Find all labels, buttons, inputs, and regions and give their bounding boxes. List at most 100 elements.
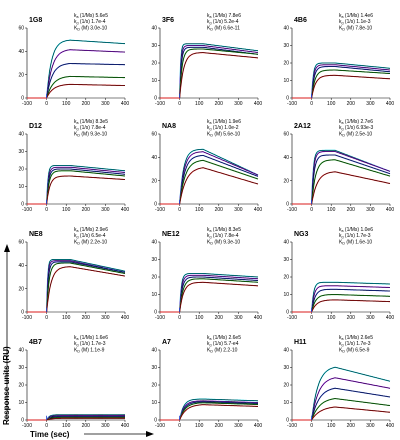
x-tick-label: 300 (366, 101, 375, 107)
kinetic-unit-value: (M) 6.5e-9 (345, 347, 370, 353)
kinetic-subscript: d (342, 127, 344, 131)
kinetic-unit-value: (M) 2.5e-10 (345, 131, 372, 137)
fit-line (311, 69, 390, 99)
kinetic-kd: kd (1/s) 1.0e-2 (207, 125, 239, 131)
y-tick-label: 0 (21, 202, 24, 208)
kinetic-symbol: k (74, 19, 77, 25)
fit-line (179, 278, 259, 313)
kinetic-subscript: a (77, 337, 79, 341)
kinetic-subscript: a (77, 15, 79, 19)
kinetic-unit-value: (1/Ms) 2.9e6 (79, 227, 109, 233)
kinetic-unit-value: (1/Ms) 2.6e5 (212, 335, 242, 341)
y-tick-label: 10 (18, 400, 24, 406)
series-line (160, 52, 259, 99)
x-tick-label: 400 (121, 423, 130, 429)
y-tick-label: 0 (21, 418, 24, 424)
y-tick-label: 60 (283, 132, 289, 138)
panel-title: 1G8 (29, 17, 42, 24)
fit-line (46, 259, 126, 313)
series-line (27, 49, 126, 99)
series-line (160, 278, 259, 313)
series-line (27, 39, 125, 99)
kinetic-symbol: k (74, 119, 77, 125)
fit-line (46, 39, 125, 99)
x-tick-label: 100 (195, 315, 204, 321)
fit-line (46, 261, 126, 313)
fit-line (311, 294, 390, 313)
x-tick-label: 300 (366, 315, 375, 321)
fit-line (311, 282, 390, 313)
fit-line (311, 398, 391, 421)
fit-line (46, 175, 125, 205)
y-tick-label: 10 (283, 78, 289, 84)
x-tick-label: 300 (234, 101, 243, 107)
x-tick-label: 300 (101, 101, 110, 107)
fit-line (46, 266, 126, 313)
x-tick-label: 0 (178, 423, 181, 429)
kinetic-kd: kd (1/s) 7.8e-4 (74, 125, 106, 131)
series-line (27, 175, 125, 205)
kinetic-ka: ka (1/Ms) 2.9e6 (74, 227, 108, 233)
kinetic-kd: kd (1/s) 5.2e-4 (207, 19, 239, 25)
kinetic-kd: kd (1/s) 7.8e-4 (207, 233, 239, 239)
kinetic-unit-value: (1/s) 6.93e-3 (344, 125, 374, 131)
x-tick-label: 0 (45, 101, 48, 107)
kinetic-kd: kd (1/s) 6.93e-3 (339, 125, 373, 131)
y-tick-label: 0 (21, 96, 24, 102)
y-tick-label: 10 (151, 292, 157, 298)
y-tick-label: 40 (283, 240, 289, 246)
kinetic-subscript: D (77, 242, 80, 246)
series-line (160, 167, 259, 205)
x-tick-label: -100 (22, 101, 32, 107)
y-tick-label: 10 (283, 292, 289, 298)
x-tick-label: 100 (327, 101, 336, 107)
y-tick-label: 40 (18, 263, 24, 269)
y-tick-label: 30 (151, 257, 157, 263)
y-tick-label: 0 (286, 310, 289, 316)
x-tick-label: 400 (386, 101, 395, 107)
series-line (27, 83, 125, 99)
kinetic-symbol: k (207, 125, 210, 131)
kinetic-subscript: D (342, 350, 345, 354)
y-tick-label: 10 (151, 400, 157, 406)
y-tick-label: 30 (18, 365, 24, 371)
fit-line (179, 155, 259, 205)
y-tick-label: 20 (18, 72, 24, 78)
fit-line (46, 84, 125, 99)
kinetic-subscript: d (77, 127, 79, 131)
x-tick-label: 200 (82, 101, 91, 107)
fit-line (179, 48, 259, 99)
fit-line (46, 167, 126, 205)
kinetic-subscript: d (342, 21, 344, 25)
kinetic-unit-value: (1/Ms) 8.3e5 (212, 227, 242, 233)
panel-title: A7 (162, 339, 171, 346)
y-tick-label: 30 (151, 365, 157, 371)
kinetic-unit-value: (1/s) 7.8e-4 (79, 125, 106, 131)
kinetic-symbol: K (74, 25, 78, 31)
x-tick-label: 100 (195, 101, 204, 107)
x-axis-arrowhead (146, 431, 154, 437)
x-tick-label: 400 (386, 315, 395, 321)
kinetic-unit-value: (1/s) 1.7e-4 (79, 19, 106, 25)
y-tick-label: 20 (283, 61, 289, 67)
kinetic-kd: kd (1/s) 1.7e-3 (74, 341, 106, 347)
y-tick-label: 20 (151, 61, 157, 67)
panel-title: D12 (29, 123, 42, 130)
fit-line (311, 66, 391, 99)
series-line (160, 151, 259, 205)
panel-title: H11 (294, 339, 307, 346)
kinetic-kD: KD (M) 2.5e-10 (339, 131, 372, 137)
x-tick-label: 300 (101, 423, 110, 429)
panel-title: NE12 (162, 231, 180, 238)
kinetic-subscript: d (210, 343, 212, 347)
x-tick-label: 200 (347, 207, 356, 213)
x-tick-label: 300 (234, 423, 243, 429)
kinetic-ka: ka (1/Ms) 1.6e6 (74, 335, 108, 341)
kinetic-subscript: d (342, 235, 344, 239)
x-tick-label: 300 (366, 423, 375, 429)
kinetic-unit-value: (1/s) 1.7e-3 (344, 341, 371, 347)
